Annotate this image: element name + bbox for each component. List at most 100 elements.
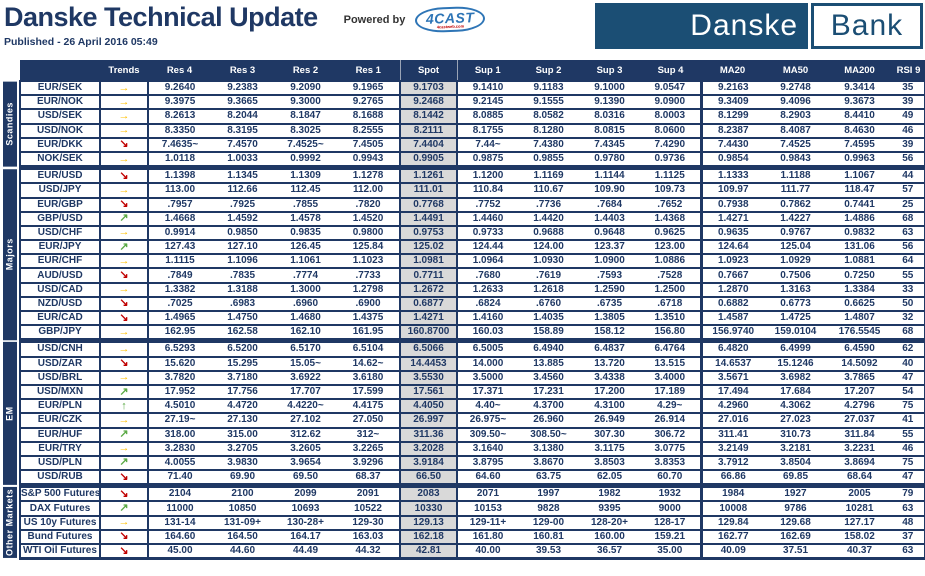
- sup1-cell: 1.4460: [457, 211, 518, 227]
- table-row: USD/BRL → 3.7820 3.7180 3.6922 3.6180 3.5530 3.…: [2, 370, 925, 386]
- trend-arrow-right-icon: →: [118, 124, 130, 137]
- ma200-cell: 6.4590: [827, 338, 892, 358]
- trend-arrow-right-icon: →: [118, 254, 130, 267]
- trend-cell: →: [100, 225, 149, 242]
- trend-cell: ↗: [100, 211, 149, 227]
- spot-cell: 0.9905: [399, 151, 458, 169]
- instrument-cell: USD/ZAR: [19, 356, 101, 372]
- table-row: USD/ZAR ↘ 15.620 15.295 15.05~ 14.62~ 14.4453 1…: [2, 356, 925, 372]
- rsi-cell: 55: [892, 268, 925, 284]
- ma20-cell: 8.2387: [699, 123, 764, 139]
- sup3-cell: 3.4338: [579, 370, 640, 386]
- instrument-cell: EUR/CHF: [19, 254, 101, 270]
- rsi-cell: 32: [892, 311, 925, 327]
- section-label-cell: EM: [2, 340, 20, 486]
- trend-cell: ↑: [100, 399, 149, 415]
- spot-cell: 3.9184: [399, 455, 458, 472]
- sup3-cell: 9.1390: [579, 95, 640, 111]
- sup1-cell: 7.44~: [457, 137, 518, 153]
- table-row: EUR/HUF ↗ 318.00 315.00 312.62 312~ 311.36 309.…: [2, 427, 925, 443]
- instrument-cell: EUR/HUF: [19, 427, 101, 443]
- res1-cell: 27.050: [337, 413, 400, 429]
- res1-cell: 8.1688: [337, 109, 400, 125]
- table-row: USD/NOK → 8.3350 8.3195 8.3025 8.2555 8.2111 8.…: [2, 123, 925, 139]
- res1-cell: 3.9296: [337, 455, 400, 472]
- table-row: EUR/CAD ↘ 1.4965 1.4750 1.4680 1.4375 1.4271 1.…: [2, 311, 925, 327]
- sup3-cell: 1.0900: [579, 254, 640, 270]
- spot-cell: 66.50: [399, 470, 458, 487]
- table-row: USD/PLN ↗ 4.0055 3.9830 3.9654 3.9296 3.9184 3.…: [2, 455, 925, 472]
- res1-cell: 0.9800: [337, 225, 400, 242]
- spot-cell: 4.4050: [399, 399, 458, 415]
- sup4-cell: 159.21: [640, 529, 701, 546]
- ma50-cell: 0.7862: [764, 197, 827, 213]
- spot-cell: 14.4453: [399, 356, 458, 372]
- sup3-cell: 9.1000: [579, 81, 640, 97]
- res1-cell: 10522: [337, 501, 400, 517]
- trend-cell: ↗: [100, 427, 149, 443]
- column-header-sup-4: Sup 4: [640, 60, 701, 82]
- res4-cell: 9.3975: [148, 95, 211, 111]
- column-header-res-2: Res 2: [274, 60, 337, 82]
- ma20-cell: 6.4820: [699, 338, 764, 358]
- res2-cell: 126.45: [274, 240, 337, 256]
- res4-cell: .7957: [148, 197, 211, 213]
- ma200-cell: 7.4595: [827, 137, 892, 153]
- trend-cell: →: [100, 515, 149, 531]
- ma200-cell: 3.2231: [827, 441, 892, 457]
- res3-cell: 17.756: [211, 384, 274, 401]
- res4-cell: 71.40: [148, 470, 211, 487]
- res1-cell: 17.599: [337, 384, 400, 401]
- trend-cell: ↗: [100, 384, 149, 401]
- instrument-cell: EUR/USD: [19, 165, 101, 185]
- rsi-cell: 47: [892, 470, 925, 487]
- ma20-cell: 0.7667: [699, 268, 764, 284]
- sup1-cell: 3.5000: [457, 370, 518, 386]
- trend-cell: →: [100, 81, 149, 97]
- instrument-cell: EUR/PLN: [19, 399, 101, 415]
- res1-cell: 112.00: [337, 183, 400, 199]
- ma20-cell: 1984: [699, 483, 764, 503]
- ma20-cell: 3.5671: [699, 370, 764, 386]
- rsi-cell: 75: [892, 399, 925, 415]
- res3-cell: 112.66: [211, 183, 274, 199]
- table-row: Bund Futures ↘ 164.60 164.50 164.17 163.03 162…: [2, 529, 925, 546]
- trend-arrow-down-right-icon: ↘: [119, 169, 129, 182]
- ma50-cell: 0.9843: [764, 151, 827, 169]
- ma20-cell: 4.2960: [699, 399, 764, 415]
- res1-cell: 3.6180: [337, 370, 400, 386]
- res2-cell: 7.4525~: [274, 137, 337, 153]
- ma20-cell: 311.41: [699, 427, 764, 443]
- sup2-cell: 158.89: [518, 325, 579, 342]
- spot-cell: 9.1703: [399, 81, 458, 97]
- ma200-cell: 1.4886: [827, 211, 892, 227]
- instrument-cell: NOK/SEK: [19, 151, 101, 169]
- danske-bank-logo: Danske Bank: [595, 3, 923, 49]
- column-header-sup-3: Sup 3: [579, 60, 640, 82]
- sup1-cell: 4.40~: [457, 399, 518, 415]
- ma200-cell: 8.4630: [827, 123, 892, 139]
- ma200-cell: 14.5092: [827, 356, 892, 372]
- trend-arrow-down-right-icon: ↘: [119, 198, 129, 211]
- sup4-cell: 9000: [640, 501, 701, 517]
- sup4-cell: 0.9625: [640, 225, 701, 242]
- res1-cell: 0.9943: [337, 151, 400, 169]
- header-instrument: [20, 60, 100, 82]
- rsi-cell: 48: [892, 515, 925, 531]
- ma50-cell: 6.4999: [764, 338, 827, 358]
- ma200-cell: 17.207: [827, 384, 892, 401]
- table-row: EUR/NOK → 9.3975 9.3665 9.3000 9.2765 9.2468 9.…: [2, 95, 925, 111]
- ma200-cell: 176.5545: [827, 325, 892, 342]
- res1-cell: 9.2765: [337, 95, 400, 111]
- ma50-cell: 1.3163: [764, 282, 827, 298]
- sup2-cell: 8.0582: [518, 109, 579, 125]
- ma200-cell: 0.7441: [827, 197, 892, 213]
- sup2-cell: 124.00: [518, 240, 579, 256]
- sup3-cell: 62.05: [579, 470, 640, 487]
- sup4-cell: .7652: [640, 197, 701, 213]
- sup4-cell: 1932: [640, 483, 701, 503]
- sup4-cell: 1.1125: [640, 165, 701, 185]
- ma50-cell: 0.6773: [764, 296, 827, 313]
- ma20-cell: 40.09: [699, 544, 764, 561]
- res4-cell: 11000: [148, 501, 211, 517]
